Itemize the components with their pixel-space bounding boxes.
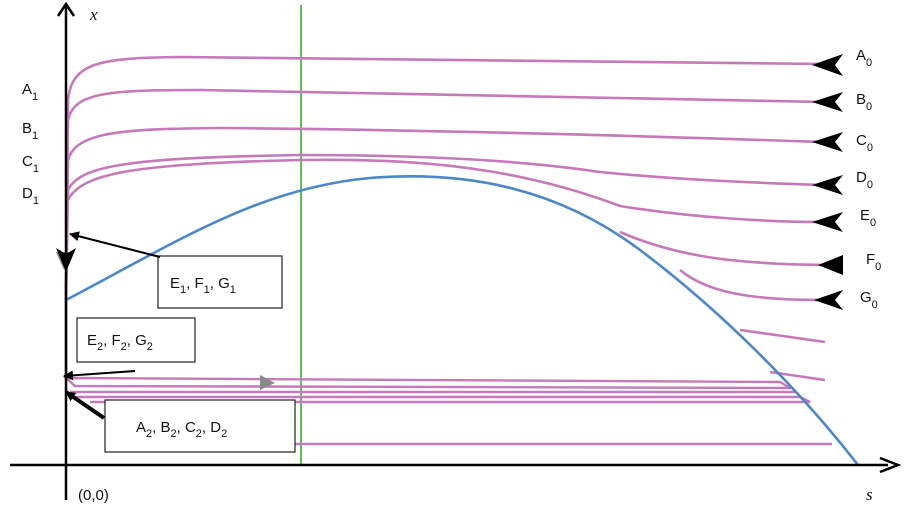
box-efg1-text: E1, F1, G1	[170, 275, 236, 296]
lower-trajectory-1	[62, 376, 795, 390]
pointer-arrow-efg2	[63, 370, 136, 381]
arrowhead-d0	[812, 175, 843, 195]
label-d1: D1	[22, 185, 39, 207]
trajectory-a	[64, 55, 826, 301]
y-axis-label: x	[89, 5, 98, 24]
label-a1: A1	[22, 81, 38, 103]
label-g0: G0	[860, 289, 878, 311]
label-f0: F0	[866, 251, 881, 273]
trajectory-g	[679, 269, 826, 302]
lower-trajectory-3	[70, 395, 811, 404]
pointer-arrows	[63, 231, 161, 420]
arrowhead-b0	[812, 92, 843, 112]
label-e0: E0	[860, 207, 876, 229]
end-labels: A1 B1 C1 D1	[22, 81, 39, 207]
x-axis-arrowhead	[879, 456, 902, 474]
trajectory-f	[619, 230, 826, 267]
entry-arrowheads	[812, 54, 843, 310]
label-b1: B1	[22, 120, 38, 142]
lower-trajectories	[62, 376, 832, 446]
arrowhead-c0	[812, 132, 843, 152]
gray-arrow-right	[260, 375, 275, 390]
box-abcd2: A2, B2, C2, D2	[104, 399, 296, 453]
trajectory-d	[64, 153, 826, 301]
box-efg2: E2, F2, G2	[76, 317, 196, 363]
trajectory-h	[739, 328, 826, 344]
pointer-arrow-abcd2	[64, 390, 106, 420]
arrowhead-a0	[812, 54, 843, 76]
box-abcd2-text: A2, B2, C2, D2	[136, 419, 227, 440]
arrowhead-f0	[818, 255, 843, 275]
box-efg2-text: E2, F2, G2	[87, 332, 153, 353]
label-d0: D0	[856, 169, 873, 191]
trajectory-d2	[66, 158, 826, 224]
trajectory-b	[64, 88, 826, 301]
label-b0: B0	[856, 91, 872, 113]
down-arrowhead-on-axis	[56, 248, 76, 272]
label-c0: C0	[856, 132, 873, 154]
label-c1: C1	[22, 153, 39, 175]
pointer-arrow-efg1	[69, 231, 161, 258]
arrowhead-g0	[814, 290, 843, 310]
box-efg1: E1, F1, G1	[157, 255, 283, 309]
trajectory-c	[64, 126, 826, 301]
x-axis-label: s	[866, 485, 873, 504]
y-axis-arrowhead	[56, 1, 76, 17]
blue-nullcline	[65, 175, 860, 466]
label-a0: A0	[856, 47, 872, 69]
start-labels: A0 B0 C0 D0 E0 F0 G0	[856, 47, 881, 311]
arrowhead-e0	[812, 212, 843, 232]
origin-label: (0,0)	[78, 487, 109, 504]
